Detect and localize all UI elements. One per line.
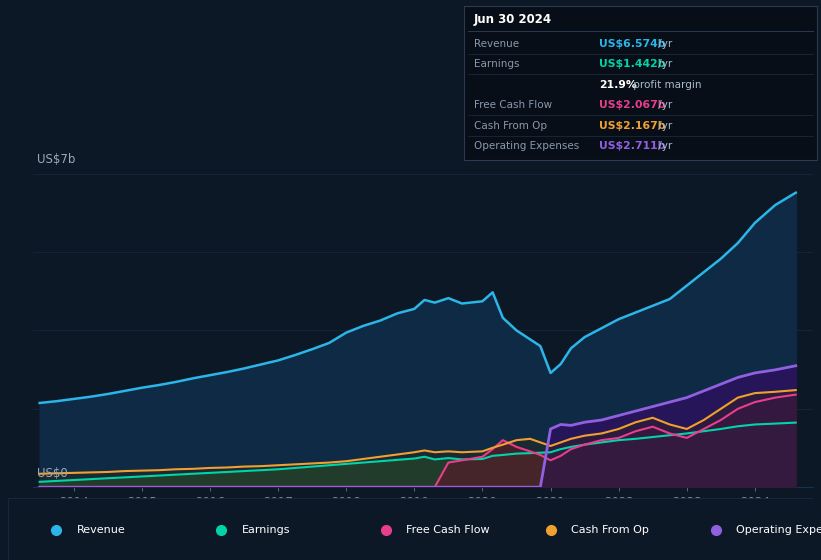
Text: /yr: /yr bbox=[655, 39, 672, 49]
Text: Operating Expenses: Operating Expenses bbox=[736, 525, 821, 535]
Text: Cash From Op: Cash From Op bbox=[474, 121, 547, 130]
Text: /yr: /yr bbox=[655, 59, 672, 69]
Text: US$0: US$0 bbox=[37, 468, 67, 480]
Text: Revenue: Revenue bbox=[474, 39, 519, 49]
Text: /yr: /yr bbox=[655, 100, 672, 110]
Text: profit margin: profit margin bbox=[631, 80, 702, 90]
Text: Earnings: Earnings bbox=[241, 525, 290, 535]
Text: Jun 30 2024: Jun 30 2024 bbox=[474, 13, 552, 26]
FancyBboxPatch shape bbox=[8, 498, 813, 560]
Text: /yr: /yr bbox=[655, 121, 672, 130]
Text: Revenue: Revenue bbox=[76, 525, 126, 535]
Text: Cash From Op: Cash From Op bbox=[571, 525, 649, 535]
Text: 21.9%: 21.9% bbox=[599, 80, 637, 90]
Text: US$7b: US$7b bbox=[37, 153, 75, 166]
Text: Free Cash Flow: Free Cash Flow bbox=[474, 100, 552, 110]
Text: US$6.574b: US$6.574b bbox=[599, 39, 666, 49]
Text: US$2.167b: US$2.167b bbox=[599, 121, 666, 130]
Text: US$2.711b: US$2.711b bbox=[599, 141, 666, 151]
Text: US$1.442b: US$1.442b bbox=[599, 59, 666, 69]
Text: Earnings: Earnings bbox=[474, 59, 519, 69]
Text: US$2.067b: US$2.067b bbox=[599, 100, 666, 110]
Text: Free Cash Flow: Free Cash Flow bbox=[406, 525, 490, 535]
Text: Operating Expenses: Operating Expenses bbox=[474, 141, 579, 151]
Text: /yr: /yr bbox=[655, 141, 672, 151]
